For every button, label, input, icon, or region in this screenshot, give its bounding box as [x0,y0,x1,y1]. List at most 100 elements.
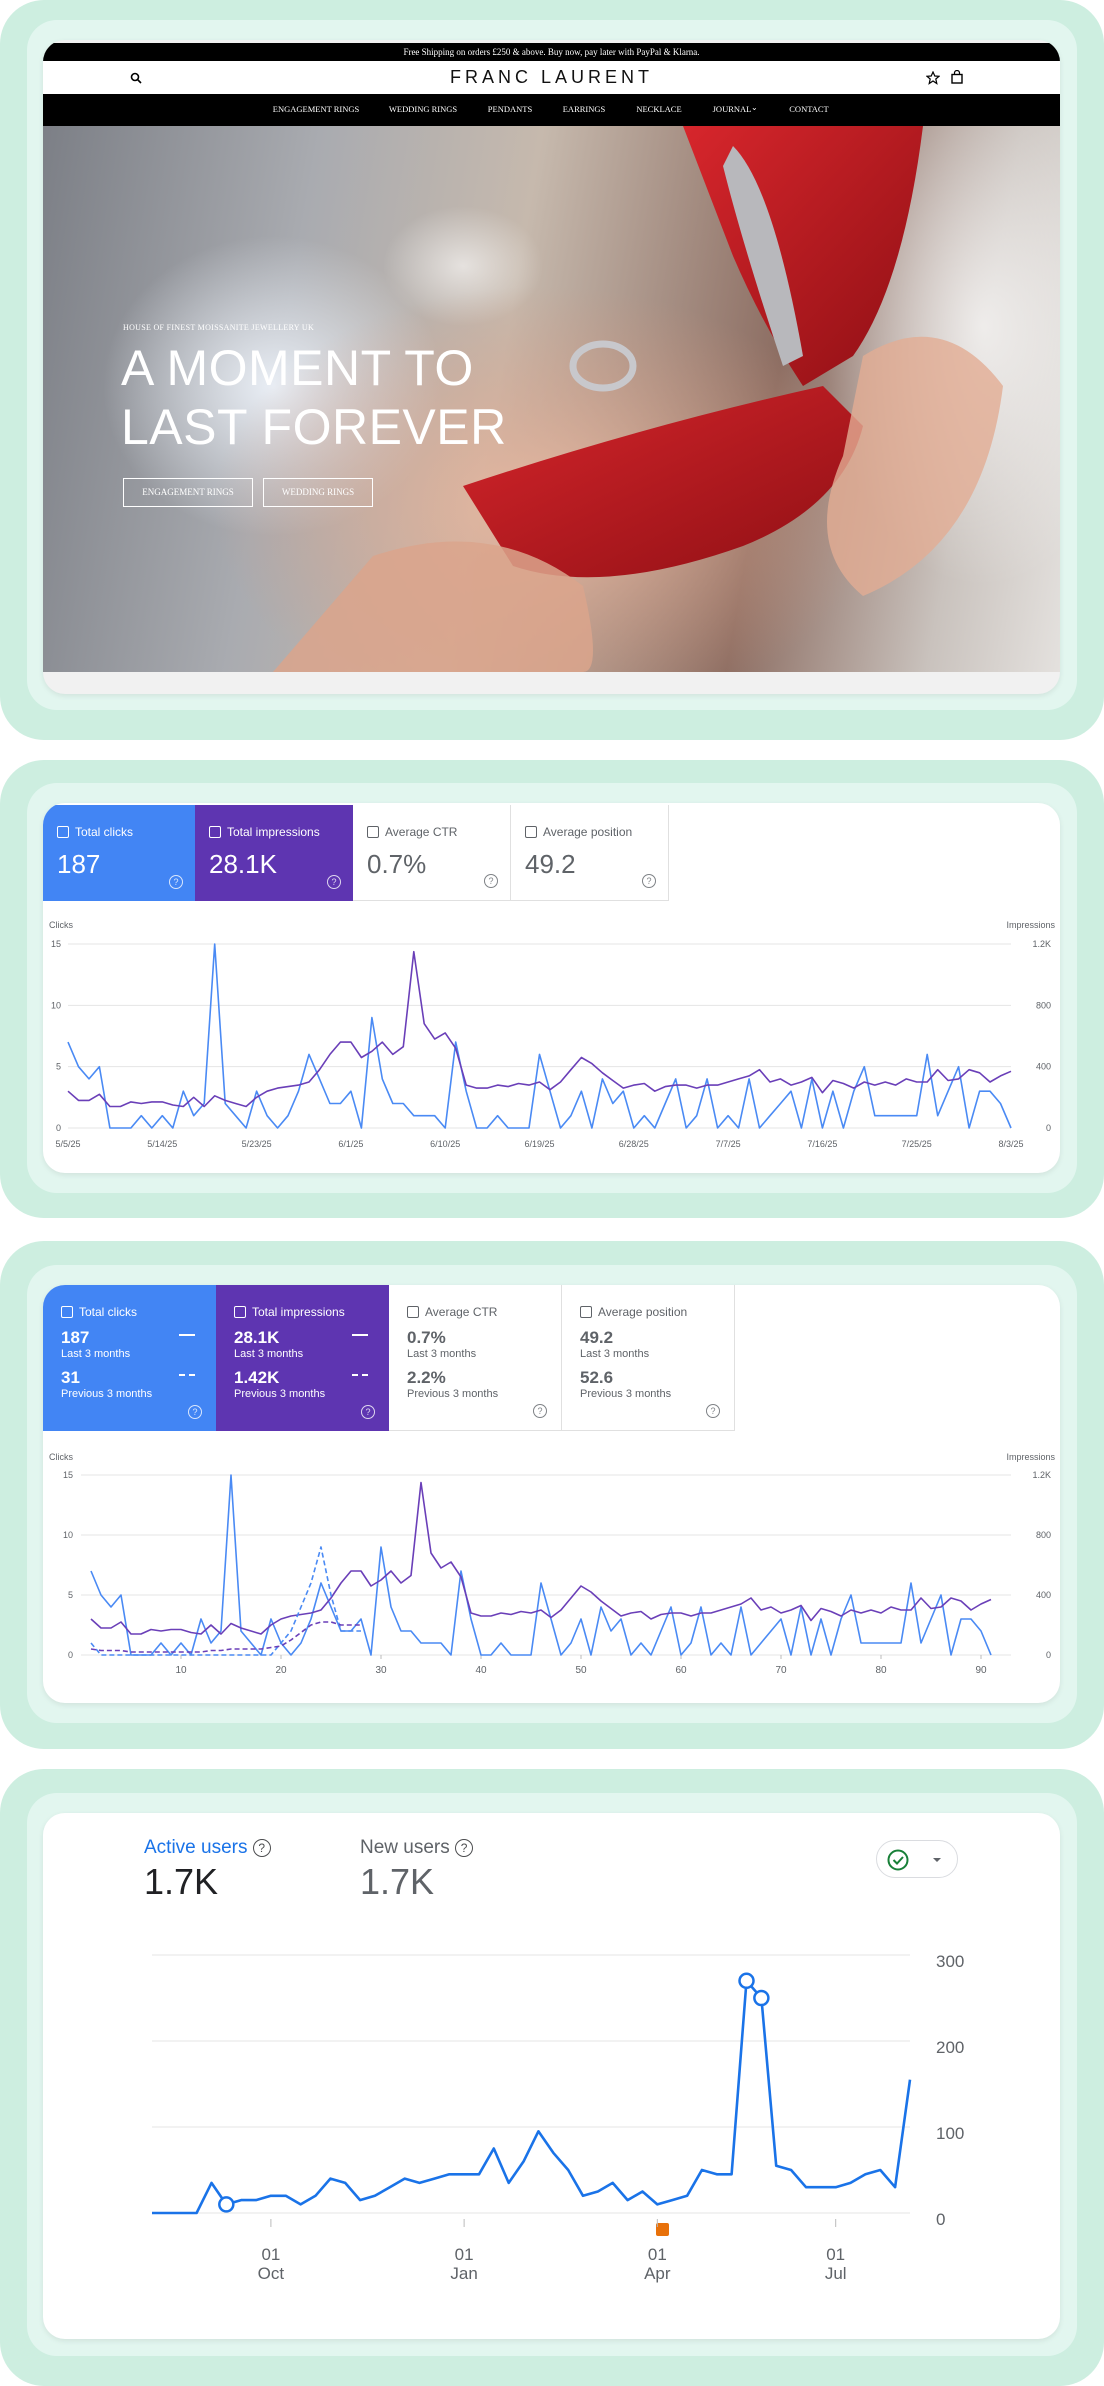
hero-eyebrow: HOUSE OF FINEST MOISSANITE JEWELLERY UK [123,323,315,332]
checkbox[interactable] [209,826,221,838]
help-icon[interactable]: ? [188,1405,202,1419]
x-tick-label: Jul [825,2264,847,2283]
help-icon[interactable]: ? [642,874,656,888]
line-series [90,1546,361,1656]
metric-card[interactable]: Total impressions 28.1K Last 3 months 1.42K… [216,1285,389,1431]
y2-tick-label: 400 [1036,1062,1051,1072]
announcement: Free Shipping on orders £250 & above. Bu… [43,43,1060,61]
y-tick-label: 0 [56,1123,61,1133]
x-tick-label: 10 [175,1665,187,1676]
chart: 0 5 10 15 0 400 800 1.2K Clicks Impressions 10 20 30… [49,1452,1056,1676]
nav-item[interactable]: ENGAGEMENT RINGS [272,104,360,114]
x-tick-label: 01 [455,2245,474,2264]
checkbox[interactable] [367,826,379,838]
x-tick-label: 90 [975,1665,987,1676]
card-value: 187 [57,849,101,879]
x-tick-label: 6/10/25 [430,1139,460,1149]
metric[interactable]: New users ? 1.7K [360,1837,474,1903]
x-tick-label: Apr [644,2264,671,2283]
metric-value: 1.7K [360,1861,435,1902]
card-label: Total impressions [234,1305,345,1319]
help-icon[interactable]: ? [533,1404,547,1418]
x-tick-label: 01 [826,2245,845,2264]
checkbox[interactable] [57,826,69,838]
checkbox[interactable] [61,1306,73,1318]
anomaly-marker[interactable] [218,2196,235,2213]
line-series [90,1621,361,1653]
x-tick-label: 30 [375,1665,387,1676]
screenshot: Free Shipping on orders £250 & above. Bu… [43,40,1060,694]
y-tick-label: 0 [936,2210,945,2229]
anomaly-marker[interactable] [738,1972,755,1990]
metric-card[interactable]: Total clicks 187 Last 3 months 31 Previous 3… [43,1285,216,1431]
card-value: 187 [61,1328,90,1347]
search-icon[interactable] [129,71,143,85]
card-value: 1.42K [234,1368,280,1387]
help-icon[interactable]: ? [706,1404,720,1418]
nav-item[interactable]: PENDANTS [487,104,533,114]
x-tick-label: Oct [258,2264,285,2283]
nav-item[interactable]: CONTACT [789,104,829,114]
nav-item[interactable]: NECKLACE [636,104,682,114]
hero-button[interactable]: ENGAGEMENT RINGS [123,478,253,507]
legend-solid [179,1334,195,1336]
card-sublabel: Last 3 months [407,1348,477,1360]
metric-card[interactable]: Average CTR 0.7%? [353,805,511,901]
help-icon[interactable]: ? [169,875,183,889]
nav-item[interactable]: JOURNAL [712,104,752,114]
metric-card[interactable]: Average position 49.2? [511,805,669,901]
card-value: 0.7% [407,1328,446,1347]
hero-headline: A MOMENT TO LAST FOREVER [121,339,507,457]
card-label-text: Total impressions [252,1305,345,1319]
help-icon[interactable]: ? [327,875,341,889]
card-value: 2.2% [407,1368,446,1387]
card-sublabel: Last 3 months [580,1348,650,1360]
y-tick-label: 200 [936,2038,964,2057]
metric-label: Active users ? [144,1837,271,1859]
card-sublabel: Last 3 months [234,1348,304,1360]
headline-line: LAST FOREVER [121,399,507,455]
y-tick-label: 10 [51,1000,61,1010]
metric-card[interactable]: Average CTR 0.7% Last 3 months 2.2% Previous… [389,1285,562,1431]
metric[interactable]: Active users ? 1.7K [144,1837,271,1903]
card-value: 52.6 [580,1368,614,1387]
checkbox[interactable] [407,1306,419,1318]
wishlist-icon[interactable] [926,71,940,85]
card-sublabel: Last 3 months [61,1348,131,1360]
anomaly-marker[interactable] [753,1989,770,2007]
card-value: 49.2 [580,1328,614,1347]
nav-chevron: ⌄ [751,103,758,112]
help-icon[interactable]: ? [455,1839,474,1857]
metric-card[interactable]: Total impressions 28.1K? [195,805,353,901]
metric-card[interactable]: Average position 49.2 Last 3 months 52.6 Pre… [562,1285,735,1431]
metric-card[interactable]: Total clicks 187? [43,805,195,901]
chart: 0 5 10 15 0 400 800 1.2K Clicks Impressions 5/5/25… [49,920,1056,1149]
y-tick-label: 5 [56,1062,61,1072]
y2-tick-label: 800 [1036,1530,1051,1540]
brand[interactable]: FRANC LAURENT [449,67,653,87]
x-tick-label: 5/14/25 [147,1139,177,1149]
status-icon [887,1849,941,1871]
nav-item[interactable]: WEDDING RINGS [388,104,458,114]
checkbox[interactable] [525,826,537,838]
x-tick-label: 01 [261,2245,280,2264]
card-label-text: Average CTR [425,1305,498,1319]
help-icon[interactable]: ? [361,1405,375,1419]
checkbox[interactable] [580,1306,592,1318]
x-tick-label: 7/25/25 [902,1139,932,1149]
help-icon[interactable]: ? [484,874,498,888]
x-tick-label: 40 [475,1665,487,1676]
annotation-marker[interactable] [656,2223,669,2236]
y-tick-label: 10 [63,1530,73,1540]
search-console-compare: Total clicks 187 Last 3 months 31 Previous 3… [43,1285,1060,1703]
hero-button[interactable]: WEDDING RINGS [263,478,373,507]
card-sublabel: Previous 3 months [234,1388,326,1400]
y-tick-label: 15 [63,1470,73,1480]
status-dropdown[interactable] [876,1840,958,1878]
cart-icon[interactable] [950,70,964,84]
metric-label-text: New users [360,1837,450,1858]
checkbox[interactable] [234,1306,246,1318]
x-tick-label: 7/16/25 [807,1139,837,1149]
help-icon[interactable]: ? [252,1839,271,1857]
nav-item[interactable]: EARRINGS [562,104,606,114]
